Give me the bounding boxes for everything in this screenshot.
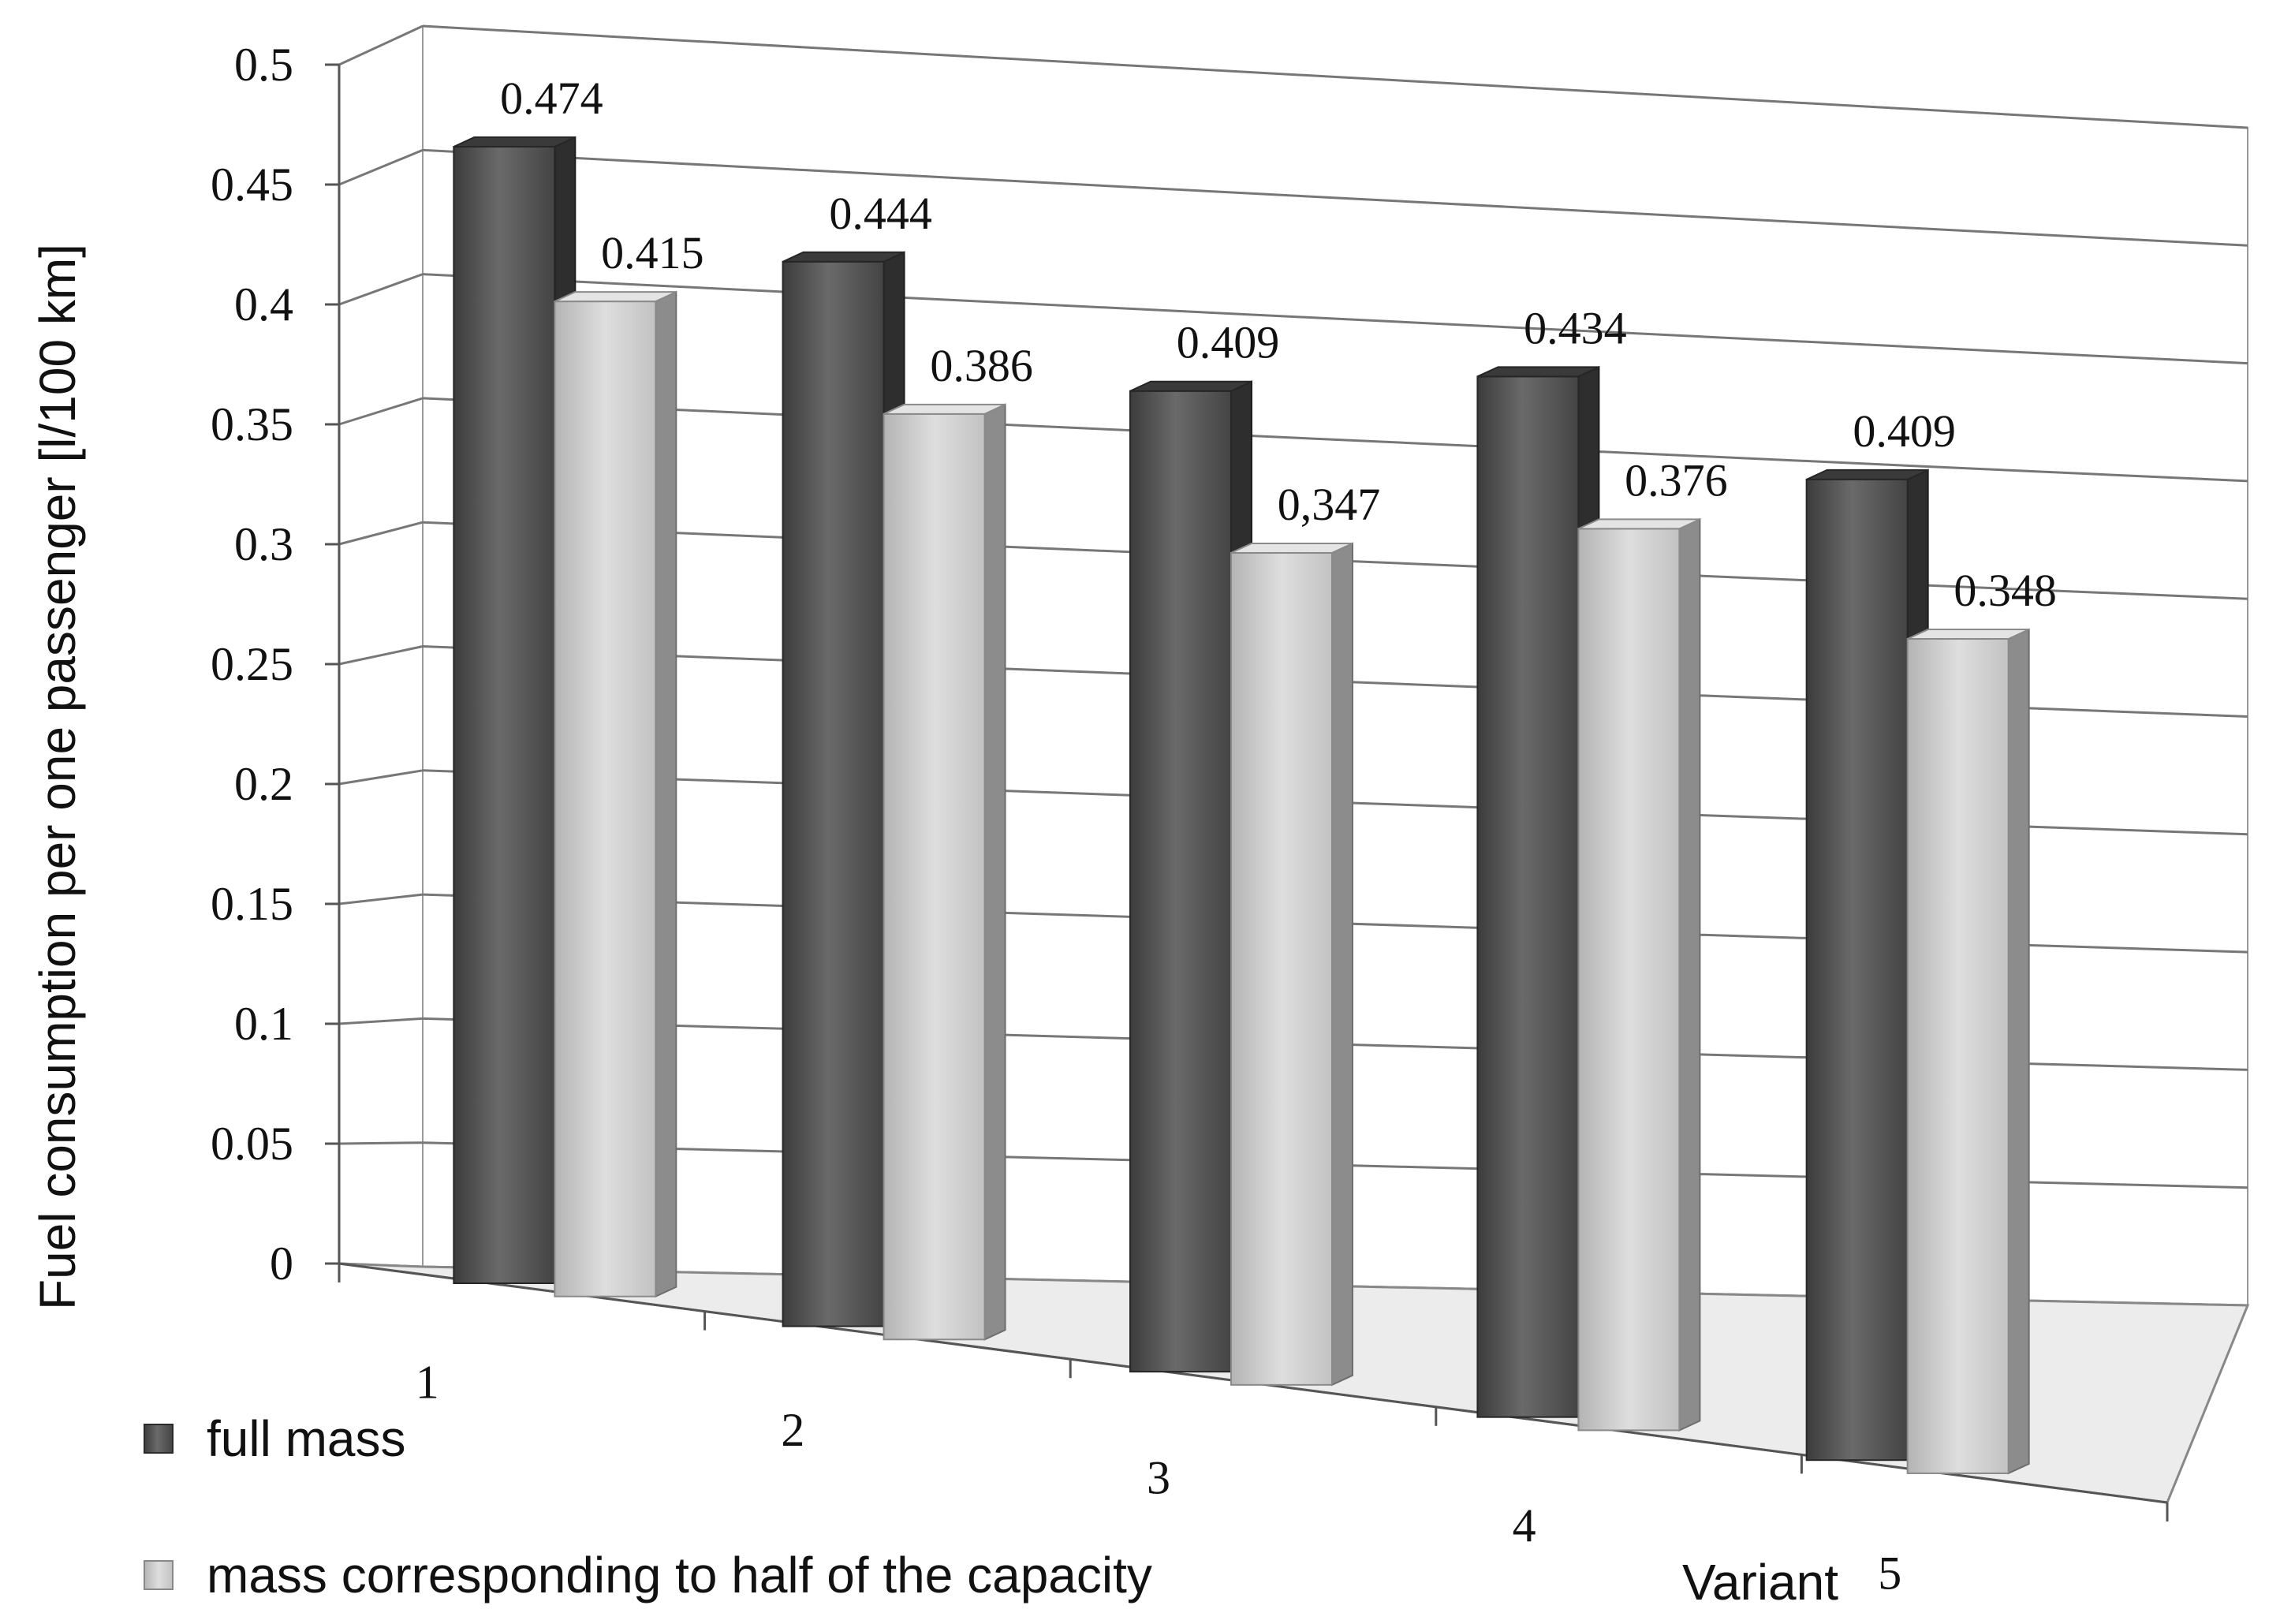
bar-front — [453, 146, 556, 1284]
bar-side — [983, 403, 1006, 1341]
legend-label-full-mass: full mass — [207, 1410, 406, 1467]
y-tick-label: 0.2 — [234, 758, 293, 810]
side-gridline — [338, 893, 424, 905]
bar-top — [453, 136, 576, 148]
value-labels: 0.474 0.444 0.409 0.434 0.409 0.415 0.386 0,347… — [500, 73, 2057, 616]
legend-swatch-full-mass — [144, 1424, 174, 1454]
bar-front — [1906, 638, 2010, 1474]
bar-half-capacity-5 — [1906, 628, 2030, 1475]
y-tick-label: 0 — [270, 1238, 293, 1290]
bar-half-capacity-2 — [883, 403, 1006, 1341]
value-label: 0.409 — [1853, 405, 1956, 457]
bar-top — [1907, 629, 2030, 640]
y-tick-label: 0.5 — [234, 39, 293, 91]
bar-front — [1476, 375, 1580, 1418]
bar-half-capacity-4 — [1577, 517, 1701, 1432]
x-axis-title: Variant — [1682, 1554, 1838, 1611]
x-tick-label: 3 — [1147, 1452, 1170, 1504]
bar-top — [1806, 469, 1929, 480]
y-tick-label: 0.1 — [234, 998, 293, 1050]
gridline — [422, 148, 2248, 247]
bar-top — [782, 251, 905, 263]
legend-swatch-half-capacity — [144, 1560, 174, 1590]
x-tick-label: 1 — [416, 1356, 439, 1408]
value-label: 0.409 — [1177, 317, 1280, 368]
bar-front — [1129, 390, 1232, 1373]
y-tick-label: 0.25 — [211, 638, 293, 690]
bar-top — [1129, 380, 1252, 392]
side-gridline — [338, 24, 424, 66]
y-tick-label: 0.45 — [211, 159, 293, 211]
x-tick-marks — [338, 1264, 2169, 1521]
bar-front — [782, 260, 885, 1327]
value-label: 0.348 — [1954, 565, 2057, 616]
bars — [453, 136, 2030, 1475]
bar-front — [1577, 528, 1681, 1432]
side-gridline — [338, 769, 424, 786]
value-label: 0.376 — [1625, 454, 1728, 506]
gridline — [422, 397, 2248, 483]
bar-top — [1230, 542, 1353, 554]
bar-top — [883, 403, 1006, 415]
y-tick-label: 0.35 — [211, 398, 293, 450]
bar-front — [883, 413, 986, 1341]
value-label: 0.434 — [1524, 302, 1627, 353]
bar-front — [554, 301, 657, 1297]
bar-side — [655, 290, 677, 1298]
y-axis-title: Fuel consumption per one passenger [l/10… — [29, 244, 86, 1310]
side-gridline — [338, 1017, 424, 1025]
value-label: 0.444 — [829, 188, 932, 239]
y-tick-label: 0.15 — [211, 878, 293, 930]
y-tick-marks — [325, 63, 339, 1265]
bar-top — [1578, 518, 1700, 530]
side-gridline — [338, 521, 424, 546]
value-label: 0,347 — [1278, 479, 1381, 530]
x-tick-labels: 1 2 3 4 5 — [416, 1356, 1901, 1599]
gridline — [422, 24, 2248, 129]
value-label: 0.386 — [930, 340, 1033, 391]
x-tick-label: 2 — [781, 1404, 804, 1456]
y-tick-labels: 0 0.05 0.1 0.15 0.2 0.25 0.3 0.35 0.4 0.45 0.5 — [211, 39, 293, 1290]
side-gridline — [338, 645, 424, 666]
bar-front — [1805, 478, 1909, 1462]
y-tick-label: 0.4 — [234, 278, 293, 330]
bar-side — [1678, 517, 1701, 1432]
bar-top — [1477, 366, 1599, 378]
bar-half-capacity-3 — [1230, 542, 1353, 1387]
x-tick-label: 5 — [1878, 1547, 1901, 1600]
value-label: 0.474 — [500, 73, 603, 124]
x-tick-label: 4 — [1513, 1499, 1536, 1551]
y-tick-label: 0.3 — [234, 518, 293, 570]
bar-side — [2007, 628, 2030, 1475]
side-gridline — [338, 273, 424, 306]
side-gridline — [338, 397, 424, 426]
value-label: 0.415 — [601, 227, 704, 278]
y-tick-label: 0.05 — [211, 1118, 293, 1170]
legend-label-half-capacity: mass corresponding to half of the capaci… — [207, 1547, 1152, 1603]
gridline — [422, 273, 2248, 365]
legend-item-half-capacity: mass corresponding to half of the capaci… — [144, 1547, 1152, 1603]
bar-half-capacity-1 — [554, 290, 677, 1298]
side-gridline — [338, 148, 424, 186]
legend: full mass mass corresponding to half of … — [144, 1410, 1152, 1603]
legend-item-full-mass: full mass — [144, 1410, 406, 1467]
side-gridline — [338, 1141, 424, 1145]
bar-top — [554, 291, 677, 303]
bar-front — [1230, 551, 1333, 1386]
side-wall — [338, 24, 424, 1268]
bar-side — [1331, 542, 1353, 1387]
